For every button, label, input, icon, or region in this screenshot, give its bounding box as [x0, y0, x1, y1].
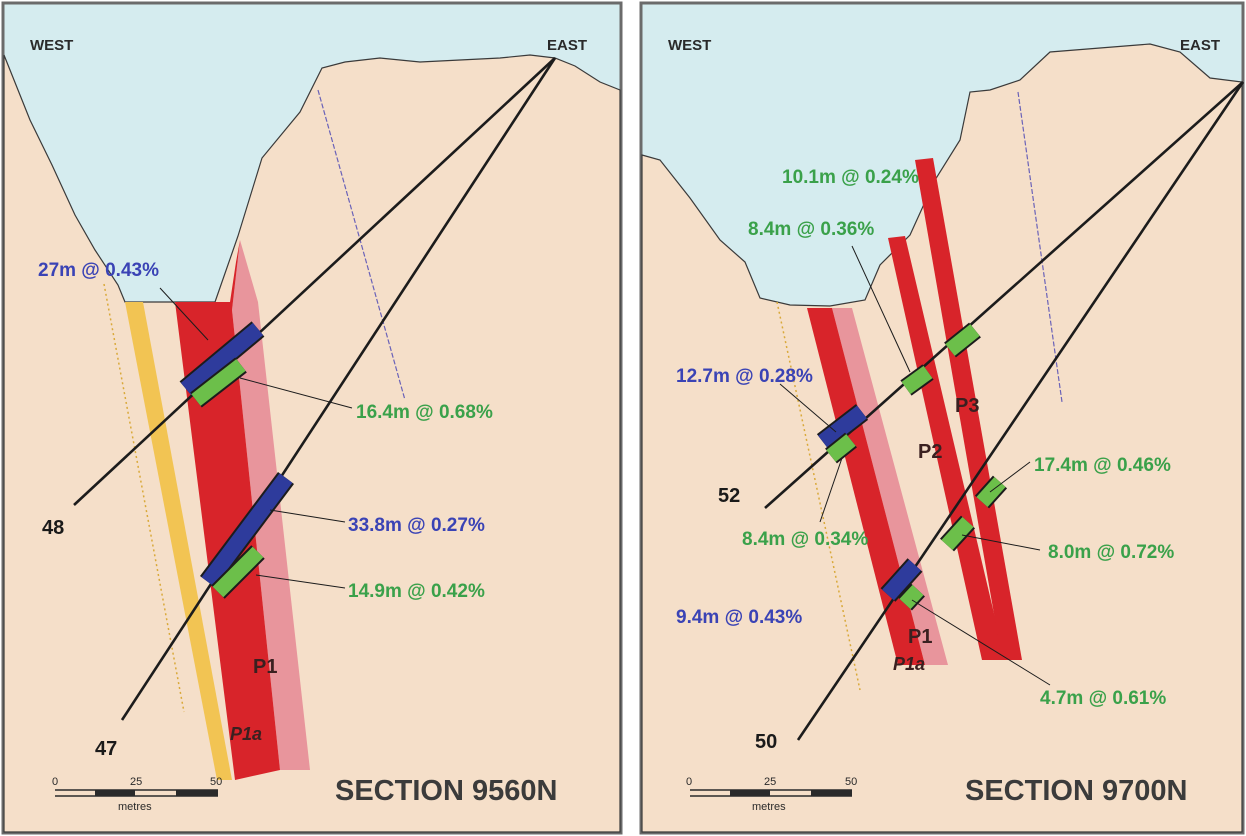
right-zone-label-p2: P2 — [918, 441, 942, 463]
right-leader-5 — [961, 534, 1041, 551]
right-leader-2 — [779, 383, 837, 433]
right-hole-label-52: 52 — [718, 485, 740, 507]
left-leader-3 — [269, 509, 346, 523]
left-leader-1 — [159, 287, 209, 341]
right-intercept-bar-blue-1 — [818, 405, 867, 449]
right-intercept-bar-green-1 — [826, 434, 856, 462]
right-intercept-label-2: 8.4m @ 0.36% — [748, 219, 874, 240]
left-intercept-bar-green-2 — [212, 546, 264, 598]
left-scale-tick-25: 25 — [130, 776, 142, 788]
right-intercept-label-6: 8.0m @ 0.72% — [1048, 542, 1174, 563]
right-zone-label-p1a: P1a — [893, 654, 925, 674]
left-intercept-label-4: 14.9m @ 0.42% — [348, 581, 485, 602]
right-dotted-boundary-west — [776, 301, 861, 691]
right-intercept-bar-green-4 — [899, 584, 924, 610]
left-leader-4 — [255, 574, 346, 589]
right-leader-1 — [851, 245, 911, 373]
right-intercept-label-1: 10.1m @ 0.24% — [782, 167, 919, 188]
right-zone-p2 — [888, 236, 1005, 660]
left-drill-hole-48 — [73, 57, 556, 506]
left-east-label: EAST — [547, 37, 587, 54]
left-intercept-label-1: 27m @ 0.43% — [38, 260, 159, 281]
right-intercept-bar-blue-2 — [882, 559, 921, 601]
right-zone-label-p1: P1 — [908, 626, 932, 648]
left-intercept-bar-green-1 — [191, 359, 246, 406]
right-scale-bar: 0 25 50 metres — [686, 776, 857, 813]
left-drill-hole-47 — [120, 57, 557, 721]
right-scale-unit: metres — [752, 801, 786, 813]
right-intercept-label-3: 12.7m @ 0.28% — [676, 366, 813, 387]
right-intercept-bar-green-6 — [976, 476, 1006, 508]
right-hole-label-50: 50 — [755, 731, 777, 753]
right-leader-6 — [911, 599, 1051, 686]
left-zone-label-p1: P1 — [253, 656, 277, 678]
right-intercept-bar-green-5 — [941, 516, 974, 551]
right-leader-3 — [819, 457, 843, 523]
right-intercept-label-5: 8.4m @ 0.34% — [742, 529, 868, 550]
left-leader-2 — [239, 377, 353, 409]
right-scale-tick-0: 0 — [686, 776, 692, 788]
right-zone-label-p3: P3 — [955, 395, 979, 417]
right-intercept-bar-green-2 — [901, 365, 933, 395]
right-intercept-bar-green-3 — [945, 324, 980, 356]
right-scale-tick-25: 25 — [764, 776, 776, 788]
left-panel-ground — [3, 54, 621, 833]
right-drill-hole-50 — [796, 81, 1245, 741]
right-zone-p1a-low-grade — [832, 308, 948, 665]
left-dyke — [125, 302, 232, 780]
left-intercept-label-2: 16.4m @ 0.68% — [356, 402, 493, 423]
left-intercept-bar-blue-1 — [180, 322, 264, 396]
right-leader-4 — [989, 461, 1031, 493]
left-section-title: SECTION 9560N — [335, 775, 557, 807]
right-intercept-label-4: 17.4m @ 0.46% — [1034, 455, 1171, 476]
right-west-label: WEST — [668, 37, 711, 54]
right-intercept-label-8: 4.7m @ 0.61% — [1040, 688, 1166, 709]
left-intercept-label-3: 33.8m @ 0.27% — [348, 515, 485, 536]
right-scale-tick-50: 50 — [845, 776, 857, 788]
right-section-title: SECTION 9700N — [965, 775, 1187, 807]
left-dotted-boundary-east — [317, 89, 406, 401]
left-hole-label-47: 47 — [95, 738, 117, 760]
left-scale-bar: 0 25 50 metres — [52, 776, 222, 813]
left-scale-tick-0: 0 — [52, 776, 58, 788]
left-scale-tick-50: 50 — [210, 776, 222, 788]
left-hole-label-48: 48 — [42, 517, 64, 539]
left-scale-unit: metres — [118, 801, 152, 813]
panel-section-9700n: WEST EAST 10.1m @ 0.24% 8.4m @ 0.36% 12.… — [639, 1, 1245, 835]
right-intercept-label-7: 9.4m @ 0.43% — [676, 607, 802, 628]
right-east-label: EAST — [1180, 37, 1220, 54]
panel-section-9560n: WEST EAST 27m @ 0.43% 16.4m @ 0.68% 33.8… — [1, 1, 623, 835]
left-zone-label-p1a: P1a — [230, 724, 262, 744]
left-intercept-bar-blue-2 — [201, 473, 293, 587]
right-dotted-boundary-east — [1017, 91, 1063, 403]
left-west-label: WEST — [30, 37, 73, 54]
right-zone-p3 — [915, 158, 1022, 660]
